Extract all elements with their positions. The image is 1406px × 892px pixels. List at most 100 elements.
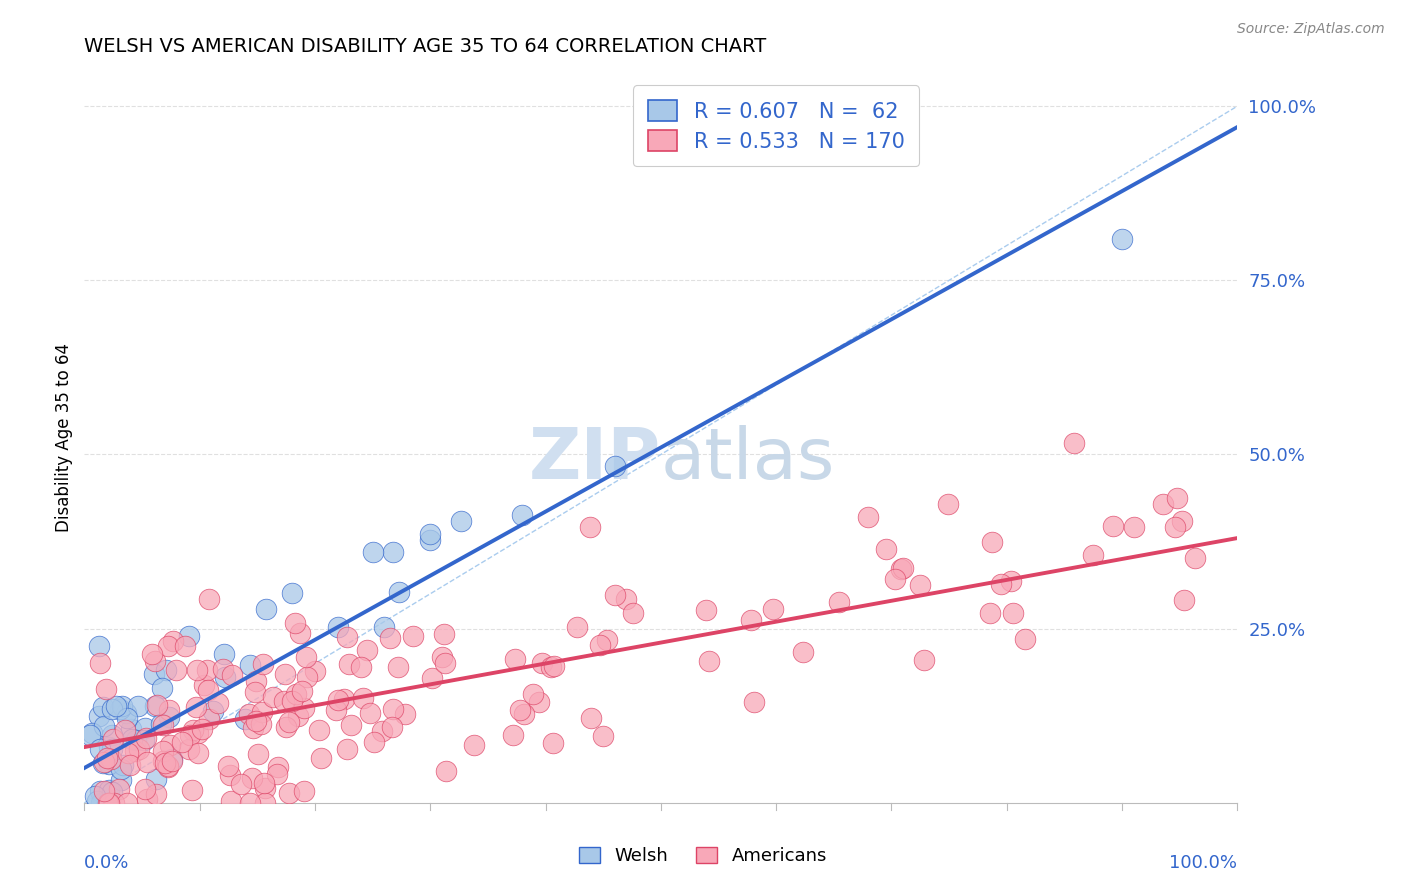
- Point: [195, 663, 218, 677]
- Point: [191, 722, 214, 736]
- Point: [160, 754, 183, 768]
- Point: [361, 545, 384, 559]
- Point: [792, 645, 814, 659]
- Legend: Welsh, Americans: Welsh, Americans: [569, 838, 837, 874]
- Point: [325, 703, 347, 717]
- Text: Source: ZipAtlas.com: Source: ZipAtlas.com: [1237, 22, 1385, 37]
- Text: 0.0%: 0.0%: [84, 854, 129, 872]
- Point: [152, 754, 174, 768]
- Point: [284, 616, 307, 631]
- Point: [105, 698, 128, 713]
- Point: [93, 719, 115, 733]
- Point: [291, 683, 314, 698]
- Point: [214, 670, 236, 684]
- Point: [858, 509, 880, 524]
- Point: [418, 533, 440, 547]
- Point: [96, 796, 118, 810]
- Point: [239, 658, 262, 673]
- Point: [1063, 436, 1085, 450]
- Point: [212, 647, 235, 661]
- Point: [1081, 548, 1104, 562]
- Point: [114, 706, 136, 720]
- Point: [149, 716, 172, 731]
- Point: [278, 785, 301, 799]
- Point: [198, 712, 221, 726]
- Point: [254, 780, 277, 795]
- Point: [101, 732, 124, 747]
- Point: [186, 663, 208, 677]
- Point: [450, 514, 472, 528]
- Point: [370, 724, 392, 739]
- Point: [142, 667, 165, 681]
- Point: [363, 735, 385, 749]
- Point: [281, 585, 304, 599]
- Point: [827, 595, 849, 609]
- Point: [990, 577, 1012, 591]
- Point: [193, 678, 215, 692]
- Point: [402, 629, 425, 643]
- Point: [181, 723, 204, 737]
- Point: [143, 699, 166, 714]
- Point: [165, 663, 187, 677]
- Point: [155, 663, 177, 677]
- Point: [381, 720, 404, 734]
- Point: [238, 706, 260, 721]
- Point: [309, 751, 332, 765]
- Point: [179, 629, 201, 643]
- Point: [157, 703, 180, 717]
- Point: [502, 728, 524, 742]
- Point: [93, 784, 115, 798]
- Point: [1166, 491, 1188, 505]
- Point: [247, 747, 270, 761]
- Point: [326, 693, 349, 707]
- Point: [253, 776, 276, 790]
- Point: [359, 706, 381, 720]
- Point: [187, 746, 209, 760]
- Point: [186, 700, 208, 714]
- Point: [87, 709, 110, 723]
- Point: [172, 735, 194, 749]
- Point: [94, 682, 117, 697]
- Point: [1173, 593, 1195, 607]
- Point: [292, 783, 315, 797]
- Point: [91, 700, 114, 714]
- Point: [273, 693, 295, 707]
- Point: [101, 702, 124, 716]
- Point: [157, 759, 180, 773]
- Point: [394, 707, 416, 722]
- Point: [100, 784, 122, 798]
- Point: [98, 796, 121, 810]
- Point: [162, 633, 184, 648]
- Point: [742, 695, 765, 709]
- Point: [1123, 520, 1146, 534]
- Point: [254, 602, 277, 616]
- Point: [278, 714, 301, 729]
- Point: [91, 756, 114, 771]
- Point: [740, 613, 762, 627]
- Point: [350, 660, 373, 674]
- Point: [281, 694, 304, 708]
- Point: [174, 639, 197, 653]
- Text: ZIP: ZIP: [529, 425, 661, 493]
- Point: [695, 603, 717, 617]
- Point: [157, 710, 180, 724]
- Point: [936, 497, 959, 511]
- Point: [245, 714, 267, 728]
- Point: [218, 767, 240, 781]
- Point: [352, 691, 374, 706]
- Point: [98, 783, 121, 797]
- Point: [110, 772, 132, 787]
- Point: [150, 681, 173, 695]
- Point: [152, 718, 174, 732]
- Point: [87, 639, 110, 653]
- Point: [578, 520, 600, 534]
- Point: [340, 718, 363, 732]
- Point: [160, 752, 183, 766]
- Point: [118, 758, 141, 772]
- Point: [110, 762, 132, 776]
- Point: [294, 649, 316, 664]
- Point: [111, 698, 134, 713]
- Point: [157, 759, 180, 773]
- Point: [212, 662, 235, 676]
- Point: [1152, 497, 1174, 511]
